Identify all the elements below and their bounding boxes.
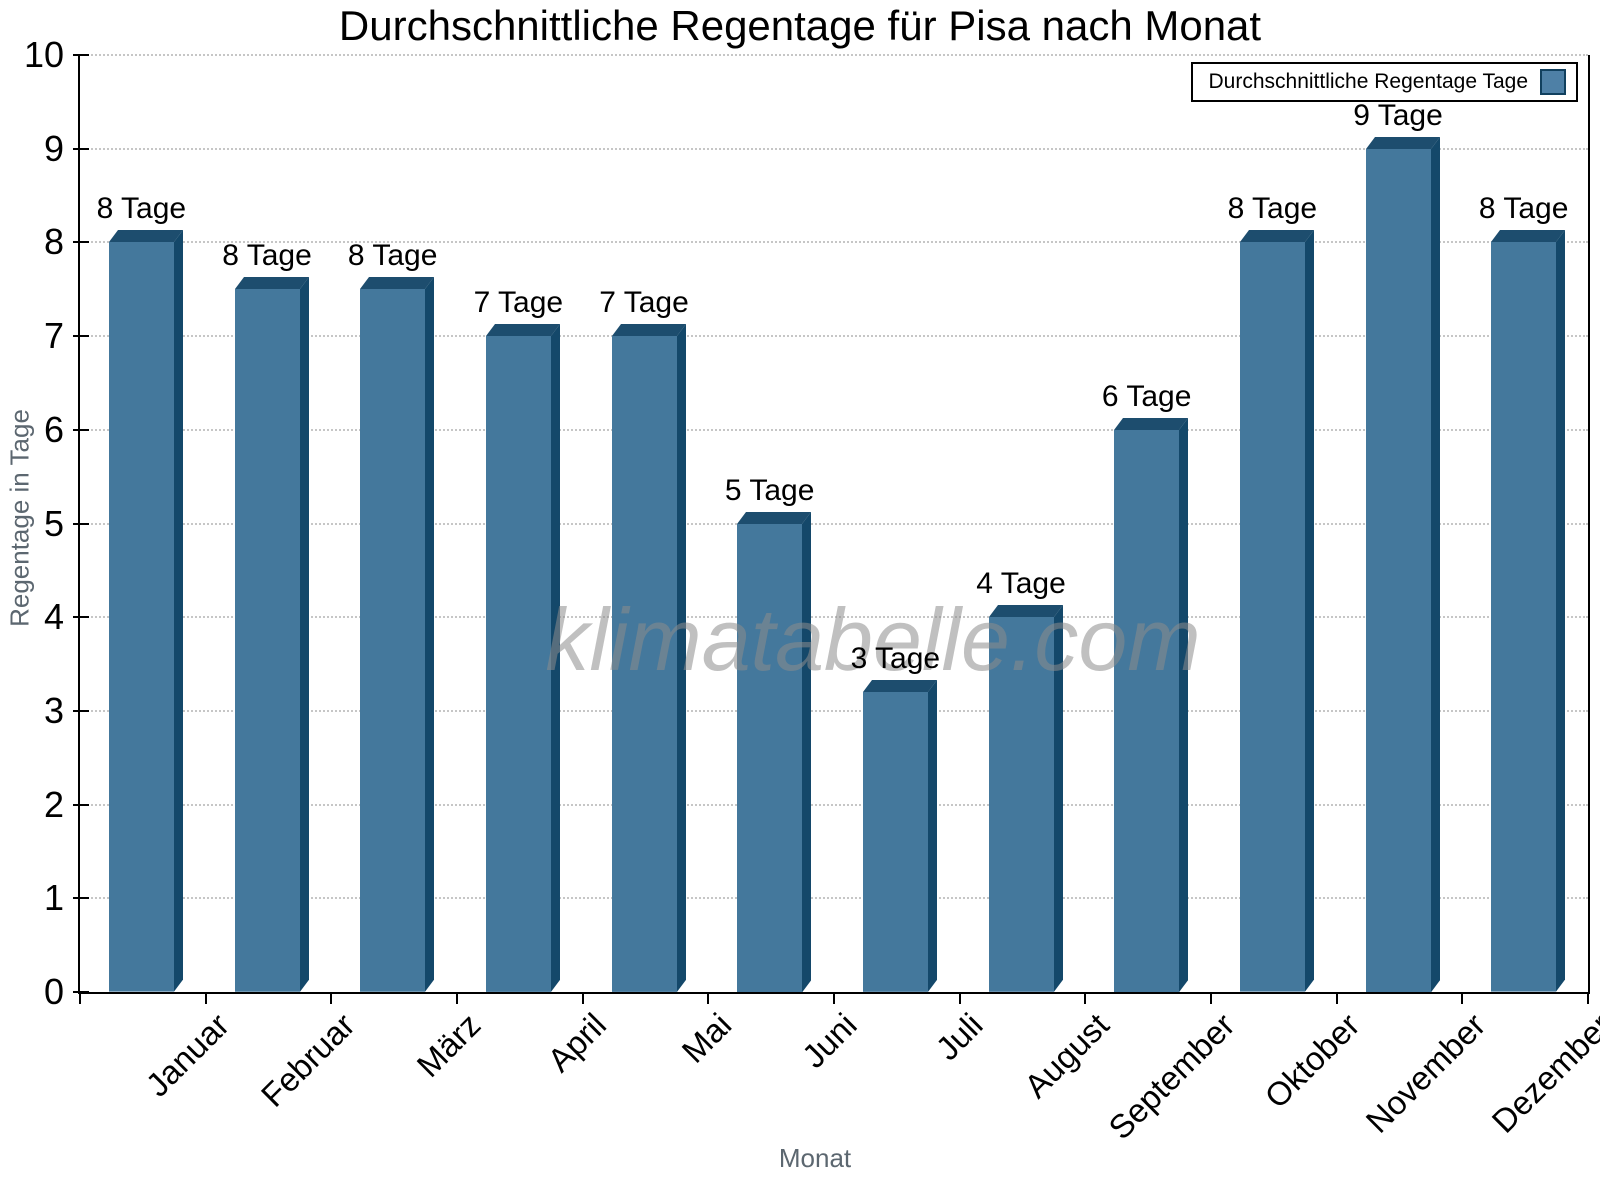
legend-swatch-icon <box>1540 69 1566 95</box>
plot-area: klimatabelle.com 0 1 2 3 4 5 6 7 8 9 10 8 Tage Janua… <box>24 35 1600 1147</box>
x-tick-label: Januar <box>138 1006 236 1104</box>
x-tick-label: März <box>409 1006 488 1085</box>
y-tick-label: 7 <box>43 315 64 357</box>
gridline <box>80 803 1588 806</box>
bar-value-label: 8 Tage <box>347 239 438 273</box>
y-tick-label: 4 <box>43 596 64 638</box>
y-axis-tick <box>73 897 89 900</box>
bar-juni <box>737 511 812 992</box>
y-axis-tick <box>73 616 89 619</box>
x-tick-label: November <box>1358 1006 1493 1140</box>
bar-value-label: 9 Tage <box>1353 98 1443 132</box>
bar-august <box>988 605 1063 992</box>
x-axis-tick <box>833 992 835 1004</box>
legend-label: Durchschnittliche Regentage Tage <box>1208 70 1528 93</box>
x-tick-label: Mai <box>674 1006 739 1070</box>
x-tick-label: April <box>539 1006 613 1079</box>
bar-value-label: 3 Tage <box>850 642 941 676</box>
x-tick-label: Februar <box>253 1006 362 1114</box>
legend: Durchschnittliche Regentage Tage <box>1190 62 1578 102</box>
x-axis-title: Monat <box>778 1143 852 1173</box>
y-tick-label: 5 <box>43 502 64 544</box>
bar-dezember <box>1491 230 1566 992</box>
y-tick-label: 9 <box>43 127 64 169</box>
x-tick-label: September <box>1100 1006 1242 1147</box>
y-tick-label: 2 <box>43 783 64 825</box>
y-axis-tick <box>73 241 89 244</box>
x-axis-tick <box>456 992 458 1004</box>
y-axis-tick <box>73 147 89 150</box>
gridline <box>80 709 1588 712</box>
bar-value-label: 8 Tage <box>222 239 312 273</box>
x-axis-tick <box>1587 992 1589 1004</box>
y-axis-tick <box>73 803 89 806</box>
bar-value-label: 8 Tage <box>1478 192 1569 226</box>
gridline <box>80 54 1588 56</box>
y-axis-tick <box>73 522 89 525</box>
bar-september <box>1114 417 1189 992</box>
x-axis-tick <box>707 992 710 1004</box>
bar-märz <box>360 277 435 992</box>
x-axis-tick <box>79 992 81 1004</box>
y-tick-label: 1 <box>43 877 64 919</box>
bar-oktober <box>1239 230 1314 992</box>
y-tick-label: 0 <box>43 971 64 1012</box>
y-axis-tick <box>73 428 89 431</box>
x-axis-tick <box>330 992 333 1004</box>
gridline <box>80 241 1588 244</box>
gridline <box>80 897 1588 900</box>
y-axis-tick <box>73 991 89 993</box>
x-tick-label: Oktober <box>1257 1006 1367 1116</box>
x-axis-tick <box>1335 992 1338 1004</box>
x-axis-tick <box>1461 992 1464 1004</box>
gridline <box>80 147 1588 150</box>
gridline <box>80 428 1588 431</box>
y-tick-label: 3 <box>43 689 64 731</box>
bar-februar <box>234 277 309 992</box>
y-tick-label: 8 <box>43 221 64 263</box>
y-tick-label: 6 <box>43 408 64 450</box>
bar-mai <box>611 324 686 992</box>
y-axis-tick <box>73 54 89 56</box>
bar-november <box>1365 136 1440 992</box>
y-axis-tick <box>73 709 89 712</box>
y-tick-label: 10 <box>23 34 64 75</box>
x-tick-label: Juni <box>795 1006 865 1075</box>
bar-value-label: 7 Tage <box>599 286 689 320</box>
bar-value-label: 8 Tage <box>96 192 187 226</box>
bar-april <box>485 324 560 992</box>
x-axis-tick <box>204 992 207 1004</box>
x-axis-tick <box>1084 992 1087 1004</box>
bar-value-label: 8 Tage <box>1227 192 1318 226</box>
gridline <box>80 335 1588 338</box>
x-tick-label: Dezember <box>1484 1006 1600 1140</box>
bar-value-label: 4 Tage <box>976 567 1066 601</box>
gridline <box>80 522 1588 525</box>
bar-value-label: 5 Tage <box>724 473 815 507</box>
x-axis-tick <box>581 992 584 1004</box>
bar-value-label: 7 Tage <box>473 286 564 320</box>
x-tick-label: August <box>1016 1006 1116 1105</box>
bar-value-label: 6 Tage <box>1101 379 1192 413</box>
bar-juli <box>862 680 937 992</box>
y-axis-tick <box>73 335 89 338</box>
chart-title: Durchschnittliche Regentage für Pisa nac… <box>338 2 1262 49</box>
x-axis-tick <box>1210 992 1212 1004</box>
bar-januar <box>108 230 183 992</box>
x-axis-tick <box>958 992 961 1004</box>
x-tick-label: Juli <box>928 1006 990 1068</box>
gridline <box>80 616 1588 619</box>
